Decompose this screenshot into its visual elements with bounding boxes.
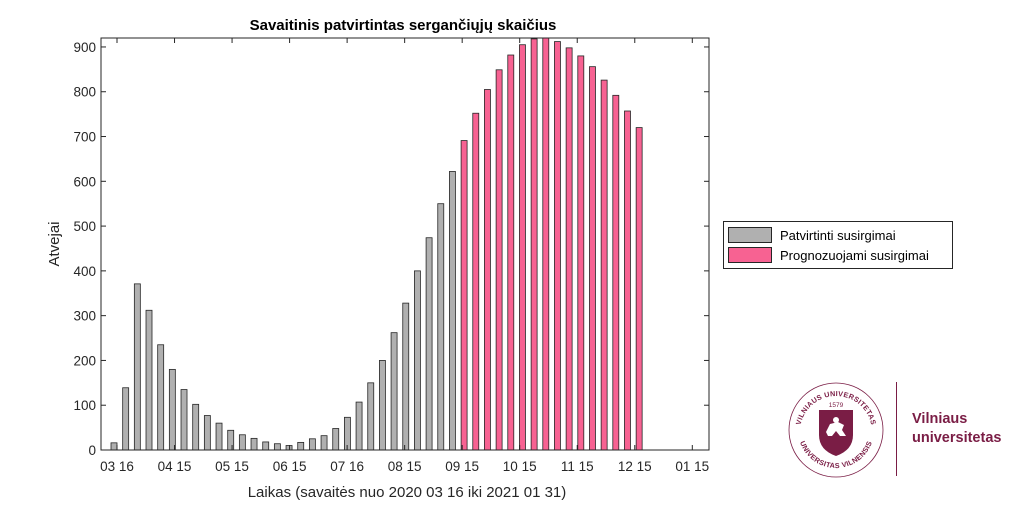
bar-confirmed bbox=[414, 270, 421, 451]
bar-confirmed bbox=[262, 441, 270, 451]
bar-forecast bbox=[472, 112, 480, 451]
bar-confirmed bbox=[215, 422, 223, 451]
logo-divider bbox=[896, 382, 897, 476]
bar-confirmed bbox=[308, 438, 316, 451]
x-tick-label: 12 15 bbox=[618, 459, 652, 474]
bar-forecast bbox=[542, 37, 550, 451]
y-tick-label: 800 bbox=[73, 85, 96, 100]
y-tick-label: 0 bbox=[88, 443, 96, 458]
legend-label-forecast: Prognozuojami susirgimai bbox=[780, 247, 929, 263]
bar-confirmed bbox=[238, 434, 246, 451]
bar-confirmed bbox=[192, 403, 200, 451]
bar-forecast bbox=[600, 79, 608, 451]
bar-confirmed bbox=[320, 435, 328, 451]
bar-confirmed bbox=[285, 445, 293, 451]
university-logo: VILNIAUS UNIVERSITETAS UNIVERSITAS VILNE… bbox=[786, 380, 1006, 480]
university-seal-icon: VILNIAUS UNIVERSITETAS UNIVERSITAS VILNE… bbox=[788, 382, 884, 478]
bar-confirmed bbox=[122, 387, 130, 451]
x-ticks: 03 16 04 15 05 15 06 15 07 16 08 15 09 15 10 15… bbox=[100, 38, 709, 474]
bar-forecast bbox=[519, 44, 526, 451]
bar-confirmed bbox=[227, 429, 235, 451]
x-axis-label: Laikas (savaitės nuo 2020 03 16 iki 2021… bbox=[248, 484, 567, 501]
bar-confirmed bbox=[390, 332, 398, 451]
legend-swatch-forecast bbox=[728, 247, 772, 263]
bar-confirmed bbox=[297, 441, 305, 451]
bar-confirmed bbox=[449, 171, 456, 451]
legend-item-forecast: Prognozuojami susirgimai bbox=[728, 246, 929, 264]
bar-forecast bbox=[624, 110, 631, 451]
bar-confirmed bbox=[145, 309, 153, 451]
bar-confirmed bbox=[332, 428, 340, 451]
x-tick-label: 07 16 bbox=[330, 459, 364, 474]
bar-confirmed bbox=[379, 360, 386, 451]
y-tick-label: 300 bbox=[73, 309, 96, 324]
bar-forecast bbox=[554, 41, 561, 451]
x-tick-label: 10 15 bbox=[503, 459, 537, 474]
bar-confirmed bbox=[367, 382, 375, 451]
legend: Patvirtinti susirgimai Prognozuojami sus… bbox=[723, 221, 953, 269]
bar-confirmed bbox=[402, 302, 410, 451]
bar-confirmed bbox=[437, 203, 445, 451]
bar-forecast bbox=[565, 47, 573, 451]
bar-forecast bbox=[577, 55, 585, 451]
bar-confirmed bbox=[180, 389, 188, 451]
bar-forecast bbox=[635, 127, 643, 451]
y-tick-label: 700 bbox=[73, 130, 96, 145]
svg-text:1579: 1579 bbox=[829, 402, 844, 409]
y-tick-label: 900 bbox=[73, 40, 96, 55]
bar-confirmed bbox=[133, 283, 141, 451]
chart-title: Savaitinis patvirtintas sergančiųjų skai… bbox=[250, 17, 557, 34]
bar-confirmed bbox=[425, 237, 433, 451]
bar-forecast bbox=[507, 54, 515, 451]
bar-confirmed bbox=[250, 437, 258, 451]
bar-forecast bbox=[530, 38, 538, 451]
bar-forecast bbox=[495, 69, 503, 451]
bar-forecast bbox=[460, 140, 468, 451]
bar-confirmed bbox=[110, 442, 118, 451]
bar-forecast bbox=[589, 66, 596, 451]
y-axis-label: Atvejai bbox=[46, 221, 63, 266]
y-ticks: 0 100 200 300 400 500 600 700 800 900 bbox=[73, 40, 709, 458]
legend-swatch-confirmed bbox=[728, 227, 772, 243]
x-tick-label: 01 15 bbox=[675, 459, 709, 474]
x-tick-label: 09 15 bbox=[445, 459, 479, 474]
x-tick-label: 11 15 bbox=[561, 459, 594, 474]
y-tick-label: 400 bbox=[73, 264, 96, 279]
legend-label-confirmed: Patvirtinti susirgimai bbox=[780, 227, 896, 243]
university-name-line1: Vilniaus bbox=[912, 411, 968, 427]
bar-confirmed bbox=[273, 443, 281, 451]
bar-confirmed bbox=[157, 344, 165, 451]
y-tick-label: 600 bbox=[73, 174, 96, 189]
university-name: Vilniaus universitetas bbox=[912, 410, 1001, 448]
y-tick-label: 200 bbox=[73, 353, 96, 368]
x-tick-label: 08 15 bbox=[388, 459, 422, 474]
bar-confirmed bbox=[355, 401, 363, 451]
x-tick-label: 05 15 bbox=[215, 459, 249, 474]
bar-forecast bbox=[612, 94, 620, 451]
x-tick-label: 06 15 bbox=[273, 459, 307, 474]
y-tick-label: 100 bbox=[73, 398, 96, 413]
y-tick-label: 500 bbox=[73, 219, 96, 234]
x-tick-label: 03 16 bbox=[100, 459, 134, 474]
bar-forecast bbox=[484, 89, 491, 451]
bar-confirmed bbox=[168, 368, 176, 451]
university-name-line2: universitetas bbox=[912, 430, 1002, 446]
legend-item-confirmed: Patvirtinti susirgimai bbox=[728, 226, 896, 244]
bar-confirmed bbox=[203, 415, 211, 451]
x-tick-label: 04 15 bbox=[158, 459, 192, 474]
